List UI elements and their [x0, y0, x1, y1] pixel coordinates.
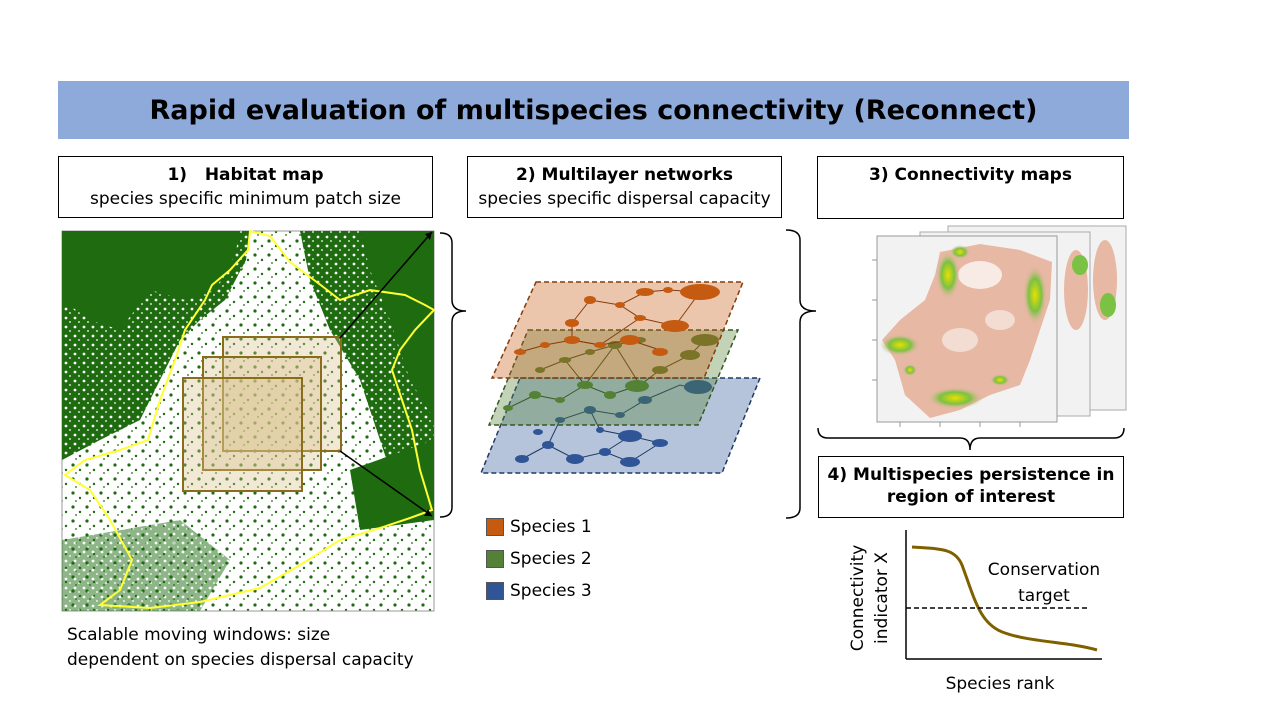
- habitat-map-box: 1) Habitat map species specific minimum …: [58, 156, 433, 218]
- x-axis-label: Species rank: [946, 674, 1055, 694]
- legend-swatch-species-2: [486, 550, 504, 568]
- persistence-title-line1: 4) Multispecies persistence in: [827, 465, 1115, 485]
- page-title: Rapid evaluation of multispecies connect…: [149, 94, 1038, 126]
- legend-label-species-1: Species 1: [510, 517, 592, 537]
- study-area-boundary: [63, 229, 436, 610]
- legend-species-3: Species 3: [486, 581, 592, 601]
- legend-label-species-2: Species 2: [510, 549, 592, 569]
- multilayer-network: [479, 281, 762, 474]
- connectivity-maps-box: 3) Connectivity maps: [817, 156, 1124, 219]
- legend-swatch-species-1: [486, 518, 504, 536]
- persistence-plot: Conservation target Species rank Connect…: [848, 530, 1102, 694]
- legend-species-1: Species 1: [486, 517, 592, 537]
- brace-bottom: [817, 427, 1125, 451]
- habitat-caption-line2: dependent on species dispersal capacity: [67, 650, 414, 670]
- y-axis-label-line1: Connectivity: [848, 545, 868, 652]
- habitat-map: [61, 229, 436, 612]
- brace-left: [439, 232, 467, 518]
- legend-label-species-3: Species 3: [510, 581, 592, 601]
- legend-swatch-species-3: [486, 582, 504, 600]
- legend-species-2: Species 2: [486, 549, 592, 569]
- layer-species-3: [479, 377, 762, 474]
- habitat-map-title: 1) Habitat map: [167, 165, 324, 185]
- target-label-line2: target: [1018, 586, 1070, 606]
- multilayer-networks-box: 2) Multilayer networks species specific …: [467, 156, 782, 218]
- connectivity-maps-title: 3) Connectivity maps: [869, 165, 1072, 185]
- title-bar: Rapid evaluation of multispecies connect…: [58, 81, 1129, 139]
- multilayer-networks-title: 2) Multilayer networks: [516, 165, 733, 185]
- persistence-curve: [911, 545, 1098, 652]
- persistence-box: 4) Multispecies persistence in region of…: [818, 456, 1124, 518]
- brace-middle: [785, 229, 817, 519]
- habitat-map-subtitle: species specific minimum patch size: [90, 189, 401, 209]
- persistence-title-line2: region of interest: [886, 487, 1056, 507]
- layer-species-1: [490, 281, 745, 379]
- habitat-caption: Scalable moving windows: size dependent …: [67, 623, 414, 673]
- connectivity-maps: [872, 225, 1127, 427]
- habitat-caption-line1: Scalable moving windows: size: [67, 625, 331, 645]
- multilayer-networks-subtitle: species specific dispersal capacity: [478, 189, 771, 209]
- y-axis-label-line2: indicator X: [872, 552, 892, 644]
- target-label-line1: Conservation: [988, 560, 1100, 580]
- moving-window-small: [182, 377, 303, 492]
